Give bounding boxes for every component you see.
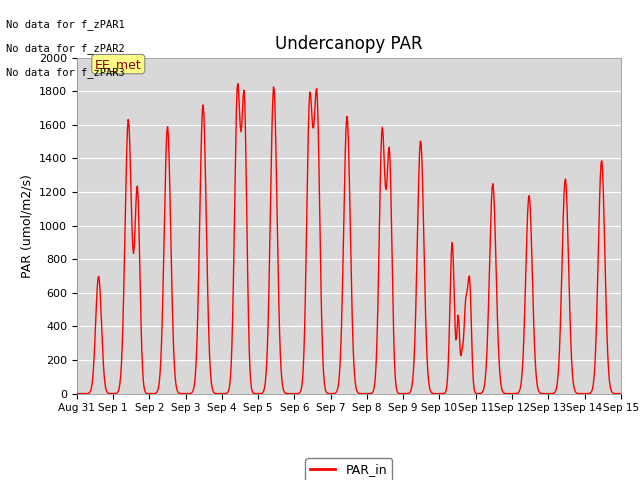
Legend: PAR_in: PAR_in xyxy=(305,458,392,480)
Y-axis label: PAR (umol/m2/s): PAR (umol/m2/s) xyxy=(20,174,33,277)
Text: EE_met: EE_met xyxy=(95,58,141,71)
Text: No data for f_zPAR3: No data for f_zPAR3 xyxy=(6,67,125,78)
Text: No data for f_zPAR1: No data for f_zPAR1 xyxy=(6,19,125,30)
Text: No data for f_zPAR2: No data for f_zPAR2 xyxy=(6,43,125,54)
Title: Undercanopy PAR: Undercanopy PAR xyxy=(275,35,422,53)
